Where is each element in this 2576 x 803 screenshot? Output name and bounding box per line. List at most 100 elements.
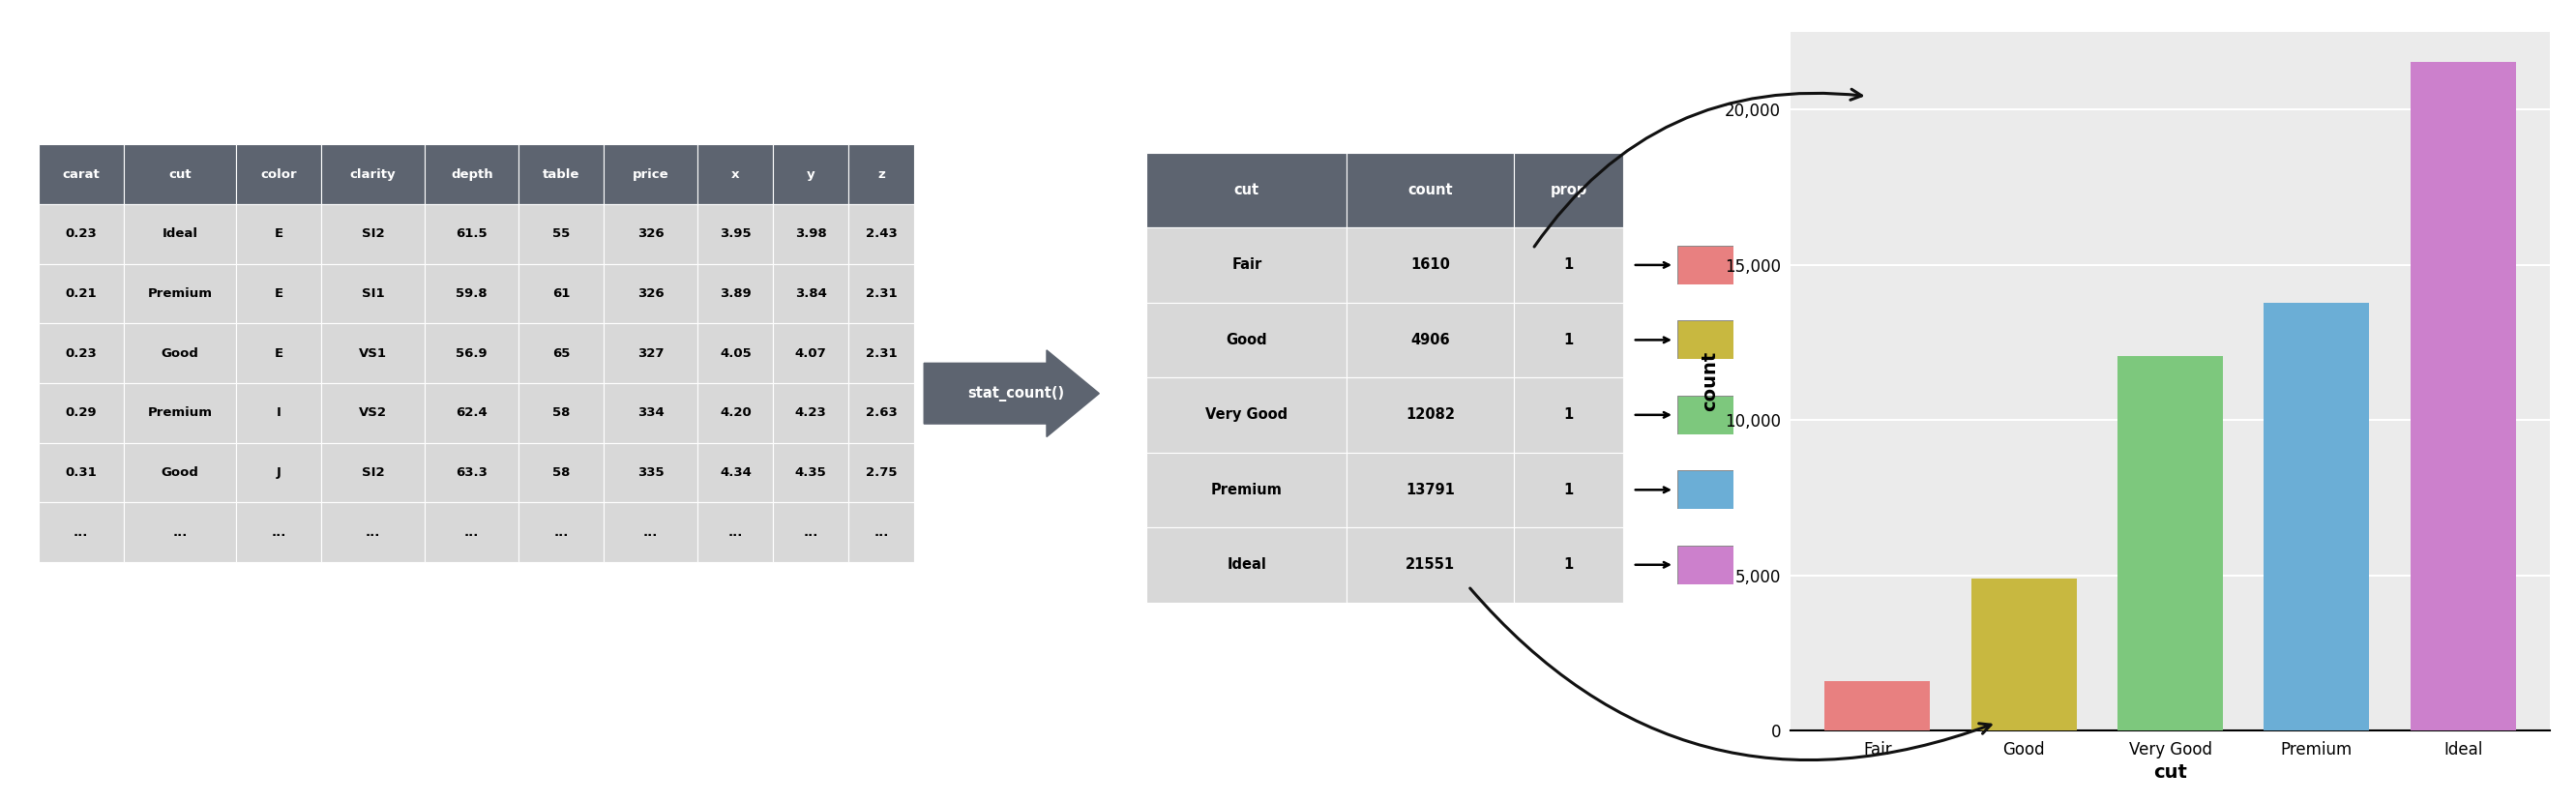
Text: E: E (276, 287, 283, 300)
Text: ...: ... (173, 526, 188, 539)
Bar (2117, 356, 2223, 731)
Text: ...: ... (873, 526, 889, 539)
Bar (848, 204, 914, 264)
FancyArrow shape (925, 350, 1100, 437)
Bar (425, 204, 518, 264)
Bar (425, 383, 518, 442)
Bar (603, 383, 698, 442)
Text: depth: depth (451, 168, 492, 181)
Y-axis label: count: count (1700, 352, 1718, 412)
Text: 56.9: 56.9 (456, 347, 487, 360)
Bar (39, 204, 124, 264)
Text: ...: ... (75, 526, 88, 539)
Bar (1347, 153, 1515, 227)
Bar (1515, 227, 1623, 303)
Text: ...: ... (270, 526, 286, 539)
Text: ...: ... (804, 526, 819, 539)
Text: 21551: 21551 (1406, 557, 1455, 572)
Bar (518, 145, 603, 204)
Text: 0.23: 0.23 (64, 228, 98, 240)
Bar (1347, 227, 1515, 303)
Bar (1824, 681, 1929, 731)
Bar (237, 324, 322, 383)
Text: 1610: 1610 (1412, 258, 1450, 272)
Bar (1515, 153, 1623, 227)
Text: Premium: Premium (147, 287, 211, 300)
Text: SI1: SI1 (361, 287, 384, 300)
Text: E: E (276, 347, 283, 360)
Bar (1146, 452, 1347, 528)
Text: ...: ... (644, 526, 659, 539)
Bar (425, 145, 518, 204)
Bar (124, 442, 237, 503)
Bar (39, 383, 124, 442)
Bar (124, 264, 237, 324)
Bar (773, 442, 848, 503)
Text: Ideal: Ideal (162, 228, 198, 240)
Text: SI2: SI2 (361, 467, 384, 479)
Text: Premium: Premium (1211, 483, 1283, 497)
Bar (322, 383, 425, 442)
Bar (39, 264, 124, 324)
Bar (518, 383, 603, 442)
Text: ...: ... (464, 526, 479, 539)
Bar (518, 324, 603, 383)
Text: 327: 327 (636, 347, 665, 360)
Text: 4.07: 4.07 (796, 347, 827, 360)
Bar (425, 324, 518, 383)
Bar (848, 503, 914, 562)
Bar (698, 145, 773, 204)
Bar (773, 503, 848, 562)
Text: 4.20: 4.20 (719, 406, 752, 419)
Bar (425, 442, 518, 503)
Bar (518, 503, 603, 562)
Bar (322, 145, 425, 204)
Bar (124, 204, 237, 264)
Text: 2.63: 2.63 (866, 406, 896, 419)
Bar (698, 264, 773, 324)
Text: 3.84: 3.84 (796, 287, 827, 300)
Text: 3.95: 3.95 (719, 228, 752, 240)
Bar (39, 442, 124, 503)
Text: clarity: clarity (350, 168, 397, 181)
Bar (848, 324, 914, 383)
Bar (237, 442, 322, 503)
Text: 4.05: 4.05 (719, 347, 752, 360)
Text: 2.43: 2.43 (866, 228, 896, 240)
Bar (773, 324, 848, 383)
Text: 0.21: 0.21 (64, 287, 98, 300)
Bar (518, 442, 603, 503)
Bar (603, 324, 698, 383)
Text: 2.31: 2.31 (866, 347, 896, 360)
Text: 1: 1 (1564, 258, 1574, 272)
Text: color: color (260, 168, 296, 181)
Bar (848, 442, 914, 503)
Text: 2.75: 2.75 (866, 467, 896, 479)
Text: 4906: 4906 (1412, 332, 1450, 347)
Bar (603, 204, 698, 264)
Text: 0.31: 0.31 (64, 467, 98, 479)
Text: 3.89: 3.89 (719, 287, 752, 300)
Text: count: count (1409, 183, 1453, 198)
Text: SI2: SI2 (361, 228, 384, 240)
Text: Fair: Fair (1231, 258, 1262, 272)
Bar (1971, 578, 2076, 731)
Bar (2411, 62, 2517, 731)
Text: z: z (878, 168, 886, 181)
Text: carat: carat (62, 168, 100, 181)
Text: 0.29: 0.29 (64, 406, 98, 419)
Bar (698, 383, 773, 442)
Bar (1146, 377, 1347, 452)
Bar (237, 503, 322, 562)
Text: table: table (544, 168, 580, 181)
Text: VS1: VS1 (358, 347, 386, 360)
Bar (848, 264, 914, 324)
Text: I: I (276, 406, 281, 419)
Text: 58: 58 (551, 406, 569, 419)
Text: VS2: VS2 (358, 406, 386, 419)
Bar (603, 503, 698, 562)
Bar (1146, 227, 1347, 303)
Bar (237, 264, 322, 324)
Text: Ideal: Ideal (1226, 557, 1267, 572)
Text: 13791: 13791 (1406, 483, 1455, 497)
